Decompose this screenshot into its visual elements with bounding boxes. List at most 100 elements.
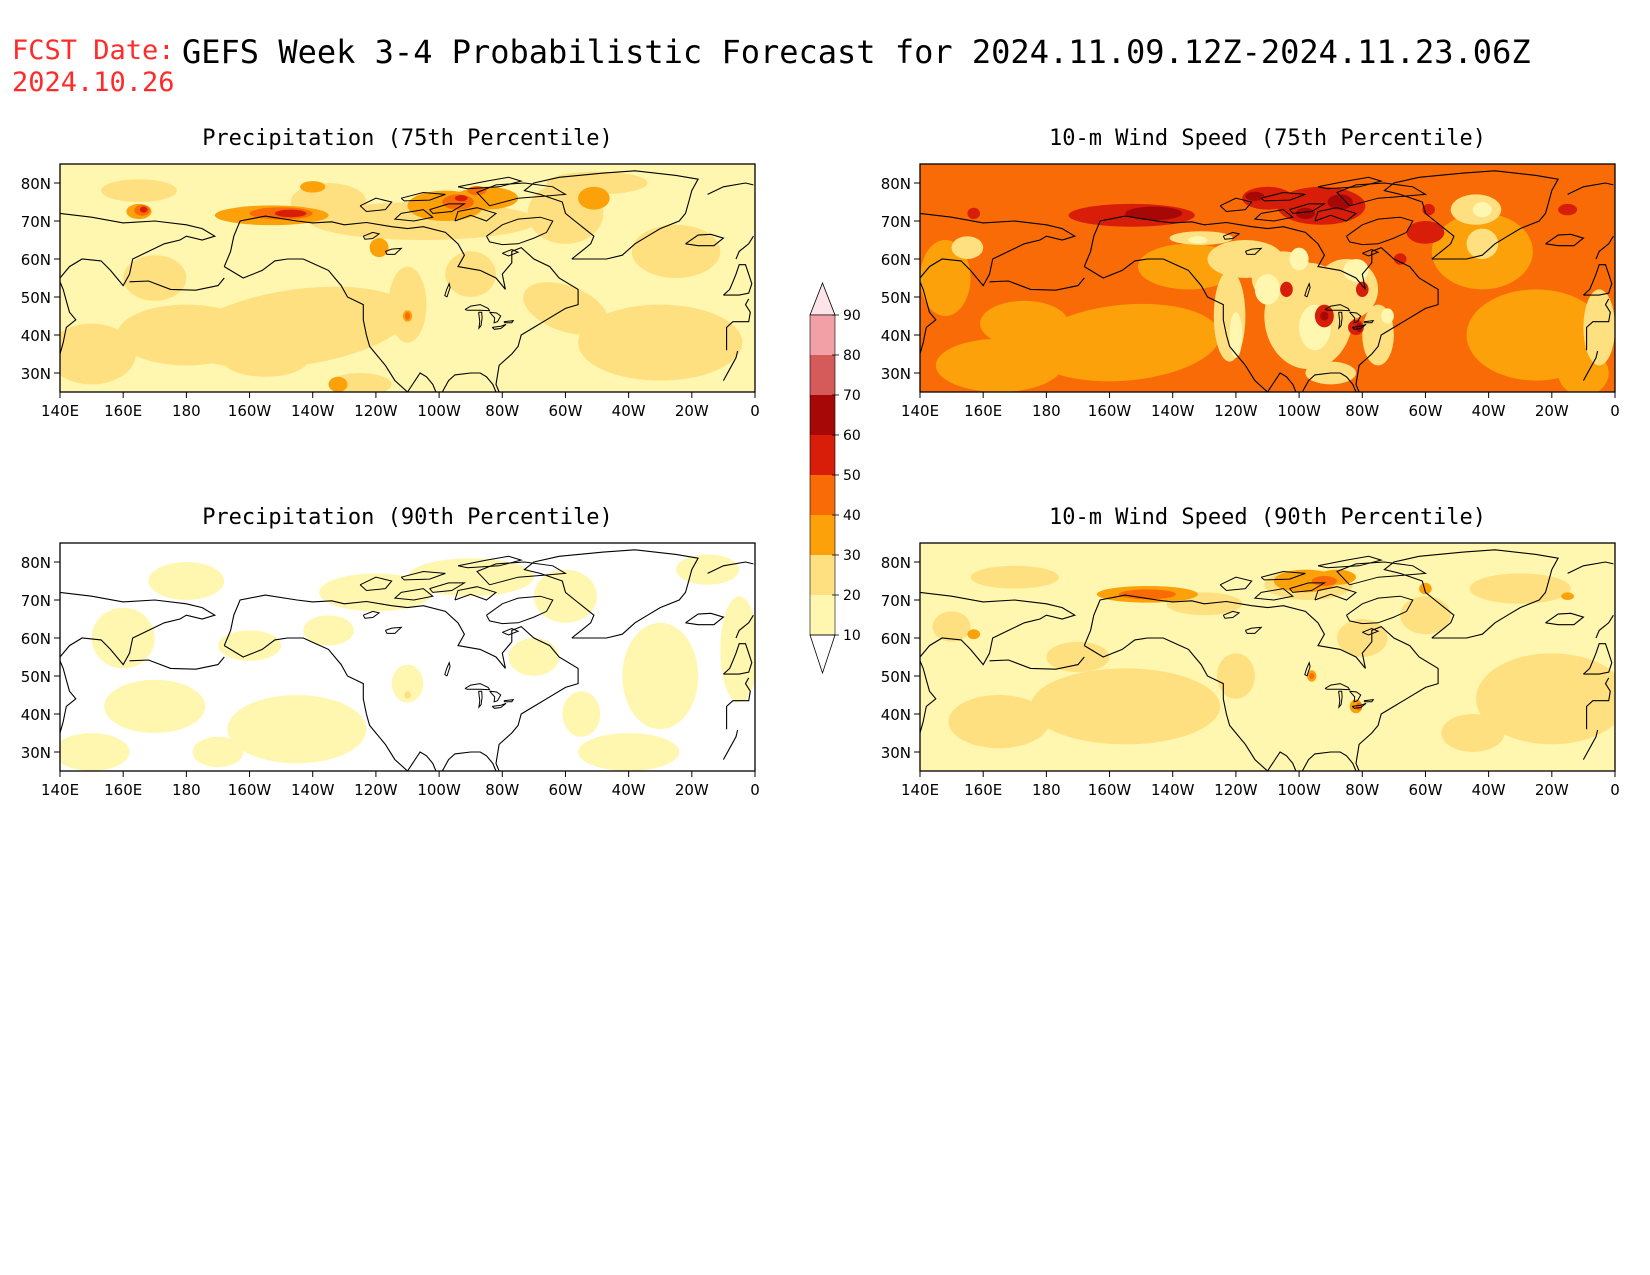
lon-tick-label: 160E — [964, 402, 1002, 420]
coastline — [224, 258, 408, 392]
contour-region — [1280, 281, 1293, 297]
contour-region — [148, 562, 225, 600]
lon-tick-label: 140E — [901, 781, 939, 799]
contour-region — [951, 236, 984, 259]
contour-region — [578, 186, 610, 210]
contour-region — [1207, 240, 1284, 278]
contour-region — [123, 255, 187, 301]
lat-tick-label: 70N — [881, 213, 911, 231]
arctic-island — [454, 586, 498, 601]
contour-region — [578, 304, 743, 381]
coastline — [685, 612, 725, 626]
contour-region — [967, 629, 981, 640]
contour-region — [1309, 672, 1315, 680]
coastline — [1595, 614, 1614, 639]
panel-title-precip-90: Precipitation (90th Percentile) — [202, 505, 613, 530]
coastline — [726, 298, 751, 351]
lat-tick-label: 80N — [881, 554, 911, 572]
coastline — [129, 277, 225, 291]
arctic-island — [429, 203, 467, 214]
contour-region — [101, 179, 177, 202]
coastline — [441, 372, 497, 392]
lon-tick-label: 140E — [41, 781, 79, 799]
lake-outline — [362, 610, 381, 619]
panel-title-precip-75: Precipitation (75th Percentile) — [202, 126, 613, 151]
lake-outline — [384, 626, 403, 634]
arctic-island — [476, 182, 568, 207]
lon-tick-label: 180 — [172, 781, 201, 799]
lon-tick-label: 0 — [1610, 781, 1620, 799]
coastline — [722, 350, 739, 381]
lon-tick-label: 180 — [1032, 402, 1061, 420]
lake-outline — [1222, 231, 1241, 240]
contour-region — [1355, 322, 1363, 332]
colorbar-label: 10 — [843, 628, 861, 644]
lon-tick-label: 140W — [1151, 781, 1195, 799]
lake-outline — [1304, 282, 1311, 298]
arctic-island — [1336, 182, 1428, 207]
coastline — [1582, 729, 1599, 760]
lon-tick-label: 120W — [354, 402, 398, 420]
lon-tick-label: 20W — [1535, 402, 1569, 420]
lon-tick-label: 80W — [485, 402, 519, 420]
lon-tick-label: 80W — [485, 781, 519, 799]
lon-tick-label: 100W — [417, 402, 461, 420]
arctic-island — [400, 191, 446, 202]
coastline — [722, 729, 739, 760]
lake-outline — [464, 304, 491, 312]
arctic-island — [502, 248, 520, 257]
coastline — [407, 372, 437, 392]
lake-outline — [503, 319, 515, 324]
lat-tick-label: 60N — [881, 630, 911, 648]
arctic-island — [393, 588, 434, 601]
colorbar-label: 70 — [843, 388, 861, 404]
lake-outline — [491, 702, 507, 709]
contour-region — [1119, 589, 1176, 600]
coastline — [920, 212, 1077, 287]
contour-region — [1441, 714, 1505, 752]
lon-tick-label: 180 — [172, 402, 201, 420]
lat-tick-label: 50N — [881, 668, 911, 686]
contour-region — [407, 558, 534, 597]
contour-region — [622, 622, 699, 730]
field-shading — [920, 543, 1615, 771]
contour-region — [562, 691, 601, 737]
lake-outline — [444, 661, 451, 677]
contour-region — [1476, 653, 1615, 745]
colorbar-segment — [810, 315, 835, 355]
contour-region — [369, 238, 389, 258]
arctic-island — [1314, 586, 1358, 601]
lon-tick-label: 140E — [41, 402, 79, 420]
contour-region — [445, 251, 496, 297]
lake-outline — [478, 690, 483, 709]
contour-region — [1472, 202, 1492, 218]
lon-tick-label: 60W — [1408, 781, 1442, 799]
arctic-island — [1289, 203, 1327, 214]
lat-tick-label: 70N — [881, 592, 911, 610]
contour-region — [404, 312, 411, 320]
lat-tick-label: 30N — [21, 365, 51, 383]
coastline — [407, 751, 437, 771]
contour-region — [970, 565, 1059, 589]
field-shading — [60, 543, 755, 771]
contour-region — [935, 338, 1063, 392]
arctic-island — [1314, 207, 1358, 222]
lon-tick-label: 120W — [354, 781, 398, 799]
coastline — [707, 182, 754, 195]
arctic-island — [1260, 191, 1306, 202]
coastline — [685, 233, 725, 247]
contour-region — [980, 300, 1069, 347]
lon-tick-label: 60W — [1408, 402, 1442, 420]
contour-region — [221, 338, 310, 377]
colorbar-segment — [810, 355, 835, 395]
lon-tick-label: 0 — [1610, 402, 1620, 420]
colorbar-segment — [810, 515, 835, 555]
map-frame — [919, 163, 1616, 393]
colorbar-lower-arrow — [809, 634, 836, 675]
arctic-island — [476, 561, 568, 586]
lat-tick-label: 70N — [21, 213, 51, 231]
lake-outline — [444, 282, 451, 298]
lon-tick-label: 80W — [1345, 781, 1379, 799]
lake-outline — [1244, 247, 1263, 255]
colorbar-label: 60 — [843, 428, 861, 444]
